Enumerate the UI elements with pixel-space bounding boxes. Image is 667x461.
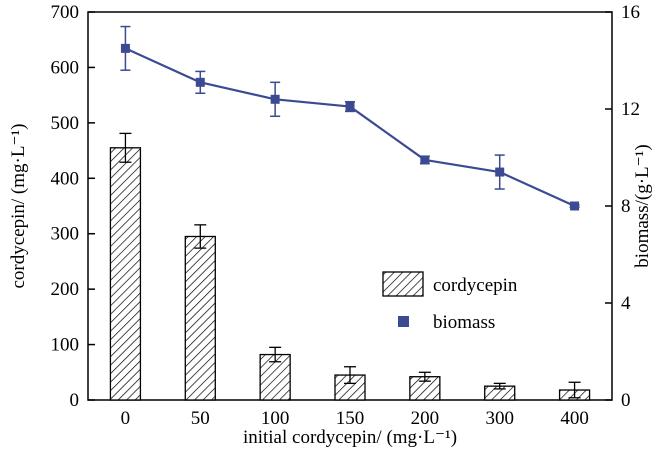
y-left-tick-label: 400 — [51, 168, 80, 189]
y-axis-left: 0 100 200 300 400 500 600 700 — [51, 2, 95, 411]
biomass-marker — [345, 102, 355, 112]
y-right-tick-label: 16 — [621, 2, 640, 23]
legend-label-biomass: biomass — [433, 312, 495, 333]
y-axis-right-title: biomass/(g·L⁻¹) — [632, 144, 653, 267]
x-tick-label: 0 — [121, 408, 131, 429]
y-right-tick-label: 12 — [621, 99, 640, 120]
x-tick-label: 200 — [411, 408, 440, 429]
y-left-tick-label: 500 — [51, 113, 80, 134]
legend: cordycepin biomass — [382, 271, 518, 333]
y-left-tick-label: 0 — [70, 390, 80, 411]
x-tick-label: 400 — [560, 408, 589, 429]
y-left-tick-label: 300 — [51, 224, 80, 245]
y-left-tick-label: 700 — [51, 2, 80, 23]
y-right-tick-label: 8 — [621, 196, 631, 217]
biomass-marker — [420, 155, 430, 165]
legend-marker-biomass — [398, 316, 409, 327]
y-right-tick-label: 0 — [621, 390, 631, 411]
x-tick-label: 300 — [485, 408, 514, 429]
biomass-marker — [120, 43, 130, 53]
bar-cordycepin — [109, 147, 142, 401]
legend-swatch-cordycepin — [382, 271, 424, 297]
x-tick-label: 150 — [336, 408, 365, 429]
bars-series-cordycepin — [109, 132, 591, 401]
biomass-marker — [270, 94, 280, 104]
biomass-marker — [495, 167, 505, 177]
y-left-tick-label: 100 — [51, 335, 80, 356]
biomass-marker — [570, 201, 580, 211]
x-tick-label: 100 — [261, 408, 290, 429]
x-axis-title: initial cordycepin/ (mg·L⁻¹) — [243, 427, 457, 448]
y-axis-right: 0 4 8 12 16 — [605, 2, 640, 411]
x-axis: 0 50 100 150 200 300 400 — [121, 393, 589, 429]
x-tick-label: 50 — [191, 408, 210, 429]
y-left-tick-label: 200 — [51, 279, 80, 300]
y-right-tick-label: 4 — [621, 293, 631, 314]
line-series-biomass — [120, 25, 580, 211]
y-axis-left-title: cordycepin/ (mg·L⁻¹) — [8, 123, 29, 288]
biomass-marker — [195, 77, 205, 87]
bar-cordycepin — [184, 235, 216, 401]
y-left-tick-label: 600 — [51, 57, 80, 78]
legend-label-cordycepin: cordycepin — [433, 275, 518, 296]
